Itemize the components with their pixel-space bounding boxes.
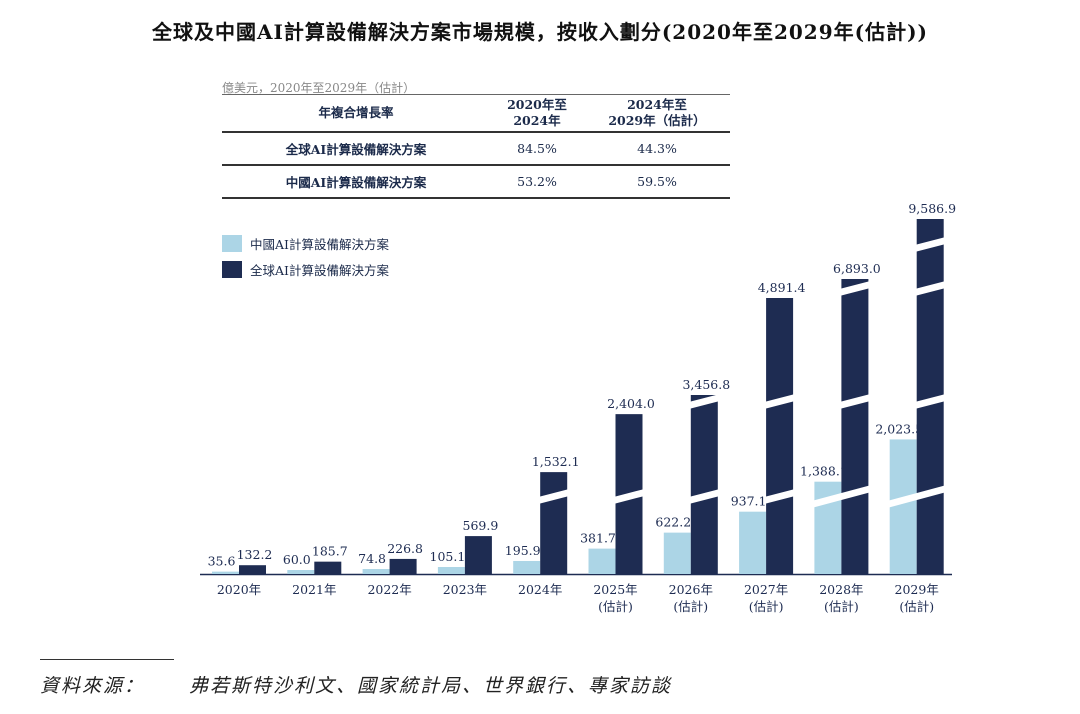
table-row: 全球AI計算設備解決方案 84.5% 44.3% <box>222 132 730 165</box>
data-label: 2,404.0 <box>607 396 655 411</box>
x-tick-label: 2024年 <box>518 582 562 597</box>
axis-break-mark <box>915 237 945 252</box>
legend-item-china: 中國AI計算設備解決方案 <box>222 234 389 252</box>
data-label: 9,586.9 <box>908 201 956 216</box>
data-label: 622.2 <box>655 515 691 530</box>
axis-break-mark <box>813 485 870 508</box>
legend-label: 中國AI計算設備解決方案 <box>250 236 389 252</box>
x-tick-label: (估計) <box>673 599 708 614</box>
bar-china <box>287 570 315 574</box>
x-tick-label: 2027年 <box>744 582 788 597</box>
source-label: 資料來源： <box>40 675 146 697</box>
row-label: 全球AI計算設備解決方案 <box>285 142 427 157</box>
data-label: 60.0 <box>283 552 311 567</box>
data-label: 1,532.1 <box>532 454 580 469</box>
x-tick-label: 2028年 <box>819 582 863 597</box>
bar-china <box>663 532 691 574</box>
data-label: 132.2 <box>237 547 273 562</box>
bar-china <box>212 571 239 574</box>
bar-global <box>766 298 794 574</box>
data-label: 1,388.1 <box>800 464 848 479</box>
bar-global <box>314 561 342 574</box>
table-row: 中國AI計算設備解決方案 53.2% 59.5% <box>222 165 730 198</box>
data-label: 569.9 <box>463 518 499 533</box>
axis-break-mark <box>689 394 719 409</box>
data-label: 2,023.5 <box>875 421 923 436</box>
axis-break-mark <box>689 489 719 504</box>
source-divider <box>40 659 174 660</box>
axis-break-mark <box>765 394 795 409</box>
data-label: 185.7 <box>312 544 348 559</box>
legend-item-global: 全球AI計算設備解決方案 <box>222 260 389 278</box>
bar-china <box>889 439 917 574</box>
bar-china <box>739 511 767 574</box>
x-tick-label: 2021年 <box>292 582 336 597</box>
x-tick-label: 2025年 <box>593 582 637 597</box>
data-label: 937.1 <box>731 494 767 509</box>
bar-global <box>239 565 266 574</box>
source-text: 弗若斯特沙利文、國家統計局、世界銀行、專家訪談 <box>189 675 673 697</box>
legend-swatch <box>222 234 242 252</box>
axis-break-mark <box>915 394 945 409</box>
row-label: 中國AI計算設備解決方案 <box>285 175 427 190</box>
data-label: 35.6 <box>208 554 236 569</box>
header-cagr: 年複合增長率 <box>318 105 394 120</box>
cell: 84.5% <box>517 141 557 156</box>
data-label: 195.9 <box>505 543 541 558</box>
bar-china <box>513 560 541 574</box>
legend: 中國AI計算設備解決方案 全球AI計算設備解決方案 <box>222 234 389 286</box>
legend-label: 全球AI計算設備解決方案 <box>250 262 389 278</box>
data-label: 226.8 <box>387 541 423 556</box>
data-label: 74.8 <box>358 551 386 566</box>
header-2024-2029: 2024年至 2029年（估計） <box>608 97 706 128</box>
bar-china <box>588 548 616 574</box>
data-label: 4,891.4 <box>758 280 806 295</box>
bar-china <box>362 569 390 574</box>
bar-global <box>690 395 718 574</box>
x-tick-label: (估計) <box>749 599 784 614</box>
cagr-table: 年複合增長率 2020年至 2024年 2024年至 2029年（估計） 全球A… <box>222 94 730 199</box>
axis-break-mark <box>840 281 870 296</box>
data-label: 381.7 <box>580 531 616 546</box>
legend-swatch <box>222 260 242 278</box>
bar-global <box>389 558 417 574</box>
axis-break-mark <box>539 489 569 504</box>
cell: 53.2% <box>517 174 557 189</box>
cell: 44.3% <box>637 141 677 156</box>
x-tick-label: (估計) <box>899 599 934 614</box>
data-label: 6,893.0 <box>833 261 881 276</box>
data-label: 105.1 <box>430 549 466 564</box>
x-tick-label: 2020年 <box>217 582 261 597</box>
table-unit: 億美元，2020年至2029年（估計） <box>222 81 416 95</box>
axis-break-mark <box>614 489 644 504</box>
bar-global <box>841 279 869 574</box>
x-tick-label: 2022年 <box>367 582 411 597</box>
axis-break-mark <box>765 489 795 504</box>
source-note: 資料來源： 弗若斯特沙利文、國家統計局、世界銀行、專家訪談 <box>40 671 672 698</box>
bar-global <box>464 536 492 574</box>
x-tick-label: 2026年 <box>669 582 713 597</box>
table-header: 年複合增長率 2020年至 2024年 2024年至 2029年（估計） <box>222 94 730 132</box>
bar-global <box>540 472 568 574</box>
cell: 59.5% <box>637 174 677 189</box>
x-tick-label: (估計) <box>598 599 633 614</box>
bar-china <box>437 567 465 574</box>
x-tick-label: 2023年 <box>443 582 487 597</box>
x-tick-label: 2029年 <box>895 582 939 597</box>
data-label: 3,456.8 <box>682 377 730 392</box>
axis-break-mark <box>888 485 945 508</box>
axis-break-mark <box>915 281 945 296</box>
header-2020-2024: 2020年至 2024年 <box>507 97 567 128</box>
x-tick-label: (估計) <box>824 599 859 614</box>
page-title: 全球及中國AI計算設備解決方案市場規模，按收入劃分(2020年至2029年(估計… <box>151 20 929 44</box>
axis-break-mark <box>840 394 870 409</box>
